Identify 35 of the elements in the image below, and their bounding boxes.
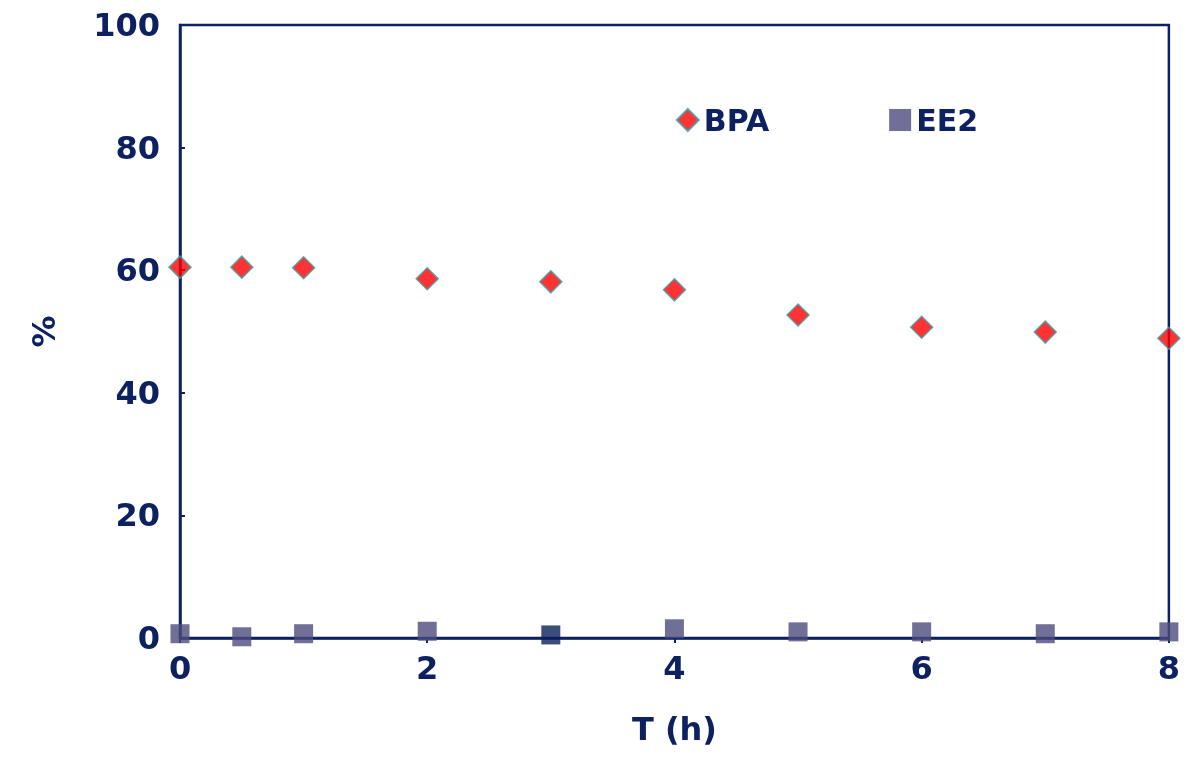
point [1159,622,1179,642]
point [232,627,252,647]
point [1157,326,1181,350]
x-tick-label: 0 [168,649,192,687]
y-axis-title: % [25,315,63,348]
point [1035,624,1055,644]
point [539,270,563,294]
point [1033,320,1058,344]
y-tick-label: 20 [115,496,160,535]
point [170,624,190,644]
point [294,624,314,644]
point [417,621,437,641]
point [291,256,316,280]
y-tick-label: 60 [115,251,160,290]
y-tick-label: 0 [137,619,160,657]
y-tick-label: 40 [115,373,160,412]
point [664,619,684,639]
point [786,303,810,327]
x-tick-label: 2 [416,649,439,687]
point [541,625,561,645]
point [168,255,192,279]
x-axis-title: T (h) [631,710,717,748]
x-tick-label: 4 [663,649,686,687]
y-tick-label: 100 [93,6,160,44]
legend-label: EE2 [916,102,979,138]
legend-label: BPA [703,102,770,138]
point [909,315,934,339]
y-tick-label: 80 [115,128,160,167]
point [662,278,687,302]
point [415,267,439,291]
x-tick-label: 8 [1157,649,1180,687]
point [230,255,254,279]
x-tick-label: 6 [910,649,933,687]
point [912,622,932,642]
point [788,622,808,642]
